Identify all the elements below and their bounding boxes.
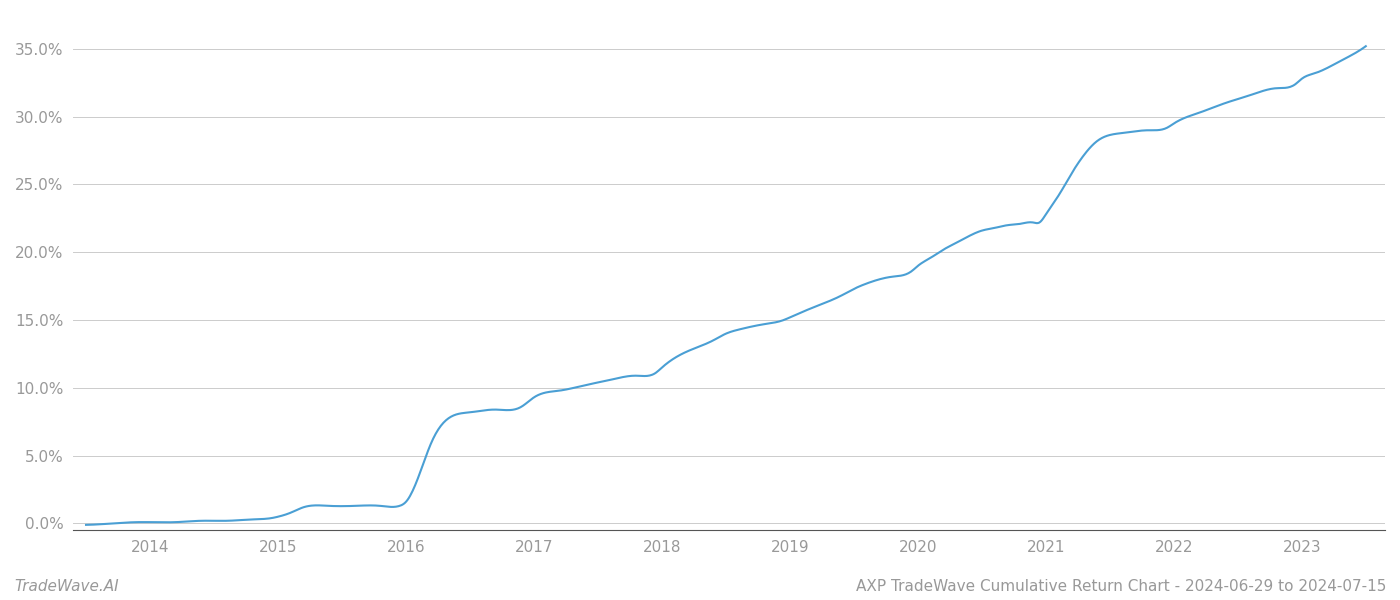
Text: AXP TradeWave Cumulative Return Chart - 2024-06-29 to 2024-07-15: AXP TradeWave Cumulative Return Chart - … bbox=[855, 579, 1386, 594]
Text: TradeWave.AI: TradeWave.AI bbox=[14, 579, 119, 594]
